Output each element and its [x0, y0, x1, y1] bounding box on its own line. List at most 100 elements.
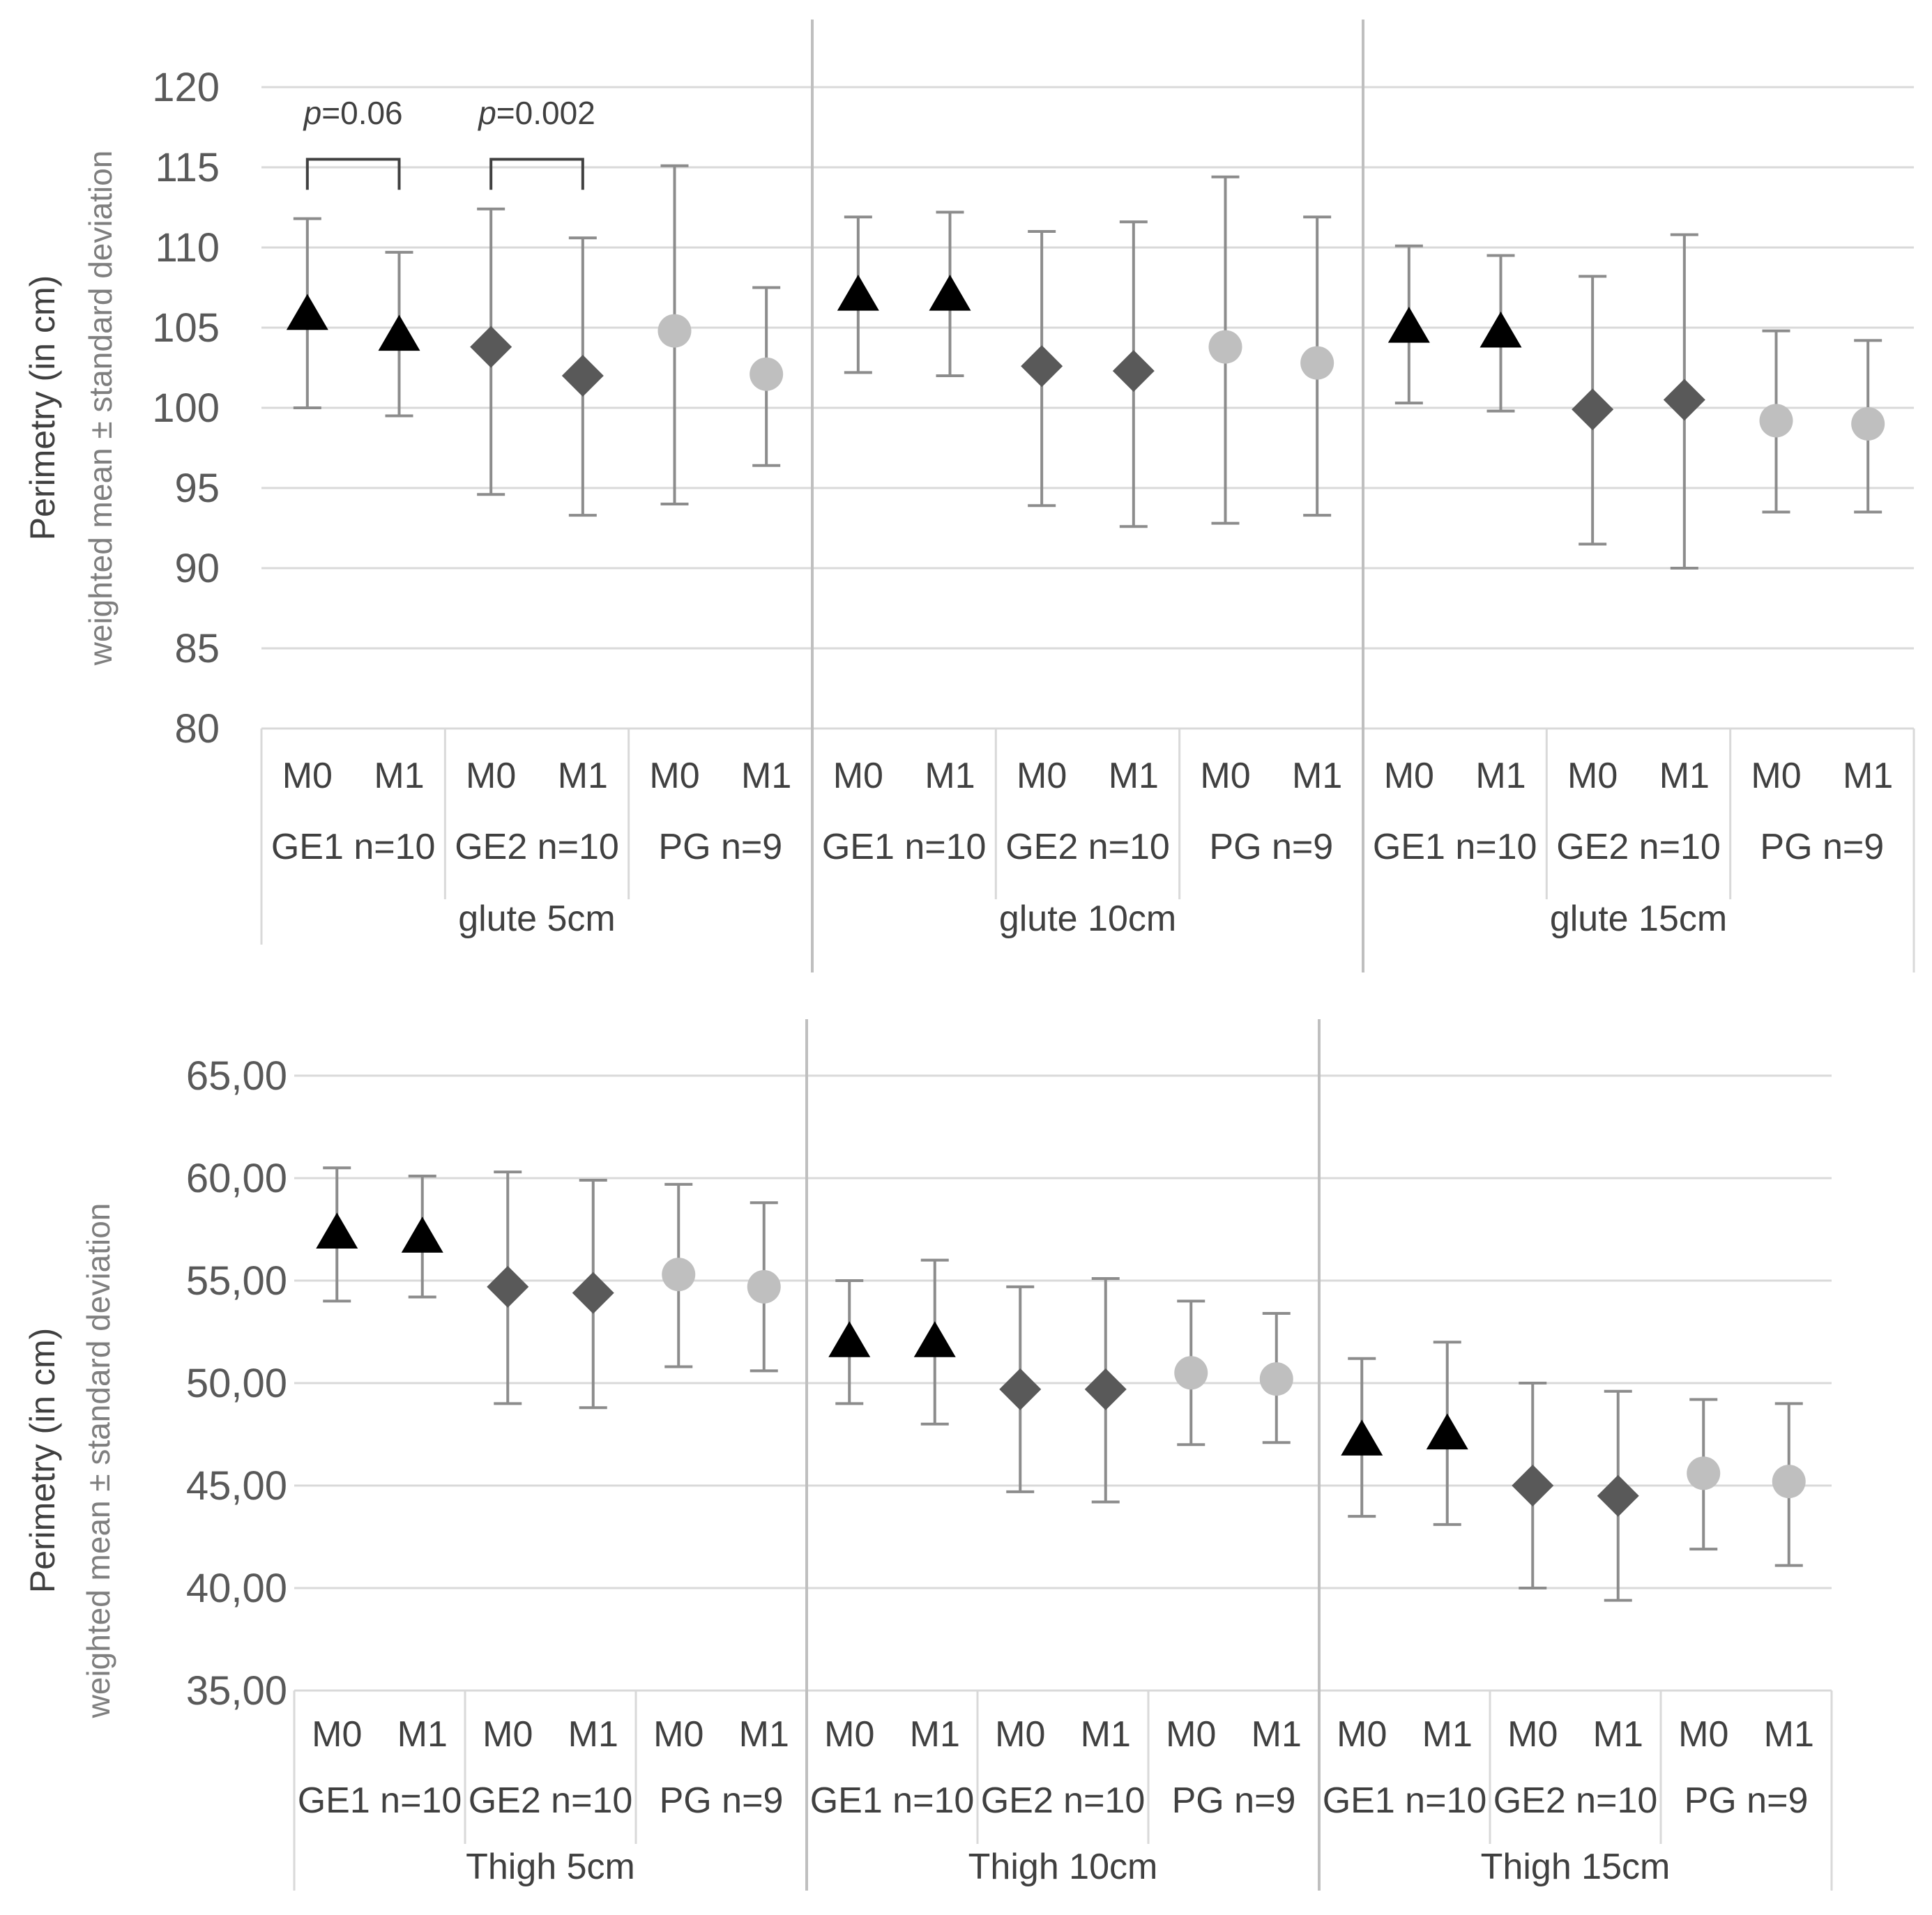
data-point-pg-n-9-glute-15cm-m0: [1759, 404, 1793, 438]
data-point-pg-n-9-glute-10cm-m0: [1208, 330, 1242, 364]
y-tick-label: 105: [152, 305, 220, 351]
data-point-ge2-n-10-glute-15cm-m1: [1663, 379, 1705, 421]
section-label-glute-15cm: glute 15cm: [1550, 899, 1727, 939]
y-axis-label: Perimetry (in cm): [23, 1328, 62, 1594]
y-tick-label: 55,00: [186, 1258, 287, 1304]
data-point-ge2-n-10-glute-15cm-m0: [1572, 388, 1614, 431]
y-axis-sublabel: weighted mean ± standard deviation: [80, 1203, 116, 1719]
group-label-ge2-n-10: GE2 n=10: [469, 1780, 633, 1821]
moment-label-m0: M0: [824, 1714, 874, 1755]
moment-label-m1: M1: [1292, 756, 1342, 796]
data-point-pg-n-9-glute-5cm-m1: [750, 357, 784, 391]
data-point-pg-n-9-thigh-5cm-m1: [747, 1269, 781, 1304]
group-label-pg-n-9: PG n=9: [1760, 827, 1884, 867]
data-point-ge1-n-10-glute-10cm-m1: [929, 275, 971, 311]
y-tick-label: 115: [155, 145, 220, 190]
data-point-pg-n-9-thigh-10cm-m1: [1259, 1362, 1293, 1396]
moment-label-m1: M1: [741, 756, 791, 796]
significance-bracket: [489, 158, 584, 190]
group-label-ge1-n-10: GE1 n=10: [822, 827, 987, 867]
moment-label-m1: M1: [1109, 756, 1159, 796]
moment-label-m0: M0: [1567, 756, 1618, 796]
moment-label-m0: M0: [653, 1714, 703, 1755]
moment-label-m0: M0: [1017, 756, 1067, 796]
data-point-ge1-n-10-thigh-10cm-m1: [913, 1321, 956, 1357]
moment-label-m1: M1: [374, 756, 424, 796]
data-point-pg-n-9-thigh-15cm-m1: [1772, 1465, 1806, 1499]
moment-label-m1: M1: [1081, 1714, 1131, 1755]
data-point-ge2-n-10-thigh-15cm-m0: [1512, 1465, 1554, 1506]
data-point-pg-n-9-thigh-15cm-m0: [1687, 1456, 1721, 1490]
moment-label-m0: M0: [282, 756, 333, 796]
group-label-ge1-n-10: GE1 n=10: [810, 1780, 975, 1821]
p-value-label: p=0.002: [477, 95, 595, 131]
data-point-pg-n-9-thigh-5cm-m0: [662, 1258, 696, 1292]
data-point-ge1-n-10-glute-5cm-m1: [378, 314, 420, 351]
y-tick-label: 50,00: [186, 1361, 287, 1406]
data-point-ge1-n-10-glute-15cm-m0: [1387, 307, 1430, 343]
moment-label-m1: M1: [1475, 756, 1526, 796]
moment-label-m0: M0: [1200, 756, 1250, 796]
data-point-pg-n-9-glute-5cm-m0: [657, 314, 692, 348]
moment-label-m1: M1: [925, 756, 975, 796]
moment-label-m0: M0: [1337, 1714, 1387, 1755]
data-point-ge2-n-10-glute-10cm-m0: [1021, 345, 1063, 388]
group-label-ge1-n-10: GE1 n=10: [1323, 1780, 1487, 1821]
data-point-ge2-n-10-glute-5cm-m1: [561, 355, 604, 397]
group-label-ge1-n-10: GE1 n=10: [298, 1780, 462, 1821]
y-tick-label: 60,00: [186, 1156, 287, 1201]
glute-chart-panel: 80 85 90 95 100 105 110 115 120 glute 5cm GE1 n=10…: [23, 20, 1915, 972]
data-point-ge1-n-10-glute-10cm-m0: [837, 275, 879, 311]
data-point-ge1-n-10-thigh-10cm-m0: [828, 1321, 871, 1357]
moment-label-m1: M1: [1843, 756, 1893, 796]
group-label-pg-n-9: PG n=9: [1209, 827, 1333, 867]
group-label-pg-n-9: PG n=9: [1684, 1780, 1809, 1821]
y-tick-label: 35,00: [186, 1668, 287, 1714]
section-label-thigh-15cm: Thigh 15cm: [1481, 1847, 1671, 1887]
group-label-ge2-n-10: GE2 n=10: [455, 827, 619, 867]
significance-bracket: [305, 158, 401, 190]
group-label-pg-n-9: PG n=9: [658, 827, 782, 867]
group-label-ge2-n-10: GE2 n=10: [1005, 827, 1170, 867]
section-label-thigh-5cm: Thigh 5cm: [466, 1847, 635, 1887]
moment-label-m0: M0: [1751, 756, 1801, 796]
y-tick-label: 80: [174, 706, 220, 751]
y-tick-label: 65,00: [186, 1053, 287, 1099]
group-label-pg-n-9: PG n=9: [660, 1780, 784, 1821]
moment-label-m0: M0: [649, 756, 699, 796]
moment-label-m1: M1: [739, 1714, 789, 1755]
moment-label-m1: M1: [1764, 1714, 1814, 1755]
group-label-ge2-n-10: GE2 n=10: [981, 1780, 1146, 1821]
moment-label-m1: M1: [1593, 1714, 1643, 1755]
data-point-ge2-n-10-thigh-5cm-m0: [487, 1265, 529, 1308]
data-point-ge1-n-10-thigh-15cm-m0: [1341, 1419, 1383, 1456]
moment-label-m1: M1: [1422, 1714, 1473, 1755]
y-tick-label: 100: [152, 386, 220, 431]
p-value-label: p=0.06: [303, 95, 403, 131]
section-label-thigh-10cm: Thigh 10cm: [968, 1847, 1158, 1887]
y-axis-label: Perimetry (in cm): [23, 275, 62, 541]
y-axis-sublabel: weighted mean ± standard deviation: [82, 151, 119, 666]
group-label-ge1-n-10: GE1 n=10: [1373, 827, 1537, 867]
moment-label-m1: M1: [910, 1714, 960, 1755]
moment-label-m0: M0: [1507, 1714, 1558, 1755]
data-point-ge1-n-10-thigh-15cm-m1: [1426, 1413, 1468, 1450]
group-label-pg-n-9: PG n=9: [1172, 1780, 1296, 1821]
moment-label-m1: M1: [1252, 1714, 1302, 1755]
thigh-chart-panel: 35,00 40,00 45,00 50,00 55,00 60,00 65,00 Thigh…: [23, 1019, 1833, 1891]
moment-label-m0: M0: [833, 756, 883, 796]
moment-label-m0: M0: [1678, 1714, 1728, 1755]
section-label-glute-10cm: glute 10cm: [999, 899, 1176, 939]
y-tick-label: 95: [174, 466, 220, 511]
moment-label-m0: M0: [995, 1714, 1045, 1755]
data-point-ge2-n-10-thigh-15cm-m1: [1597, 1474, 1639, 1517]
section-label-glute-5cm: glute 5cm: [458, 899, 615, 939]
group-label-ge2-n-10: GE2 n=10: [1493, 1780, 1658, 1821]
data-point-ge1-n-10-thigh-5cm-m0: [316, 1212, 358, 1249]
data-point-ge2-n-10-thigh-10cm-m1: [1084, 1368, 1127, 1410]
group-label-ge2-n-10: GE2 n=10: [1556, 827, 1721, 867]
moment-label-m1: M1: [558, 756, 608, 796]
data-point-pg-n-9-thigh-10cm-m0: [1174, 1356, 1208, 1390]
